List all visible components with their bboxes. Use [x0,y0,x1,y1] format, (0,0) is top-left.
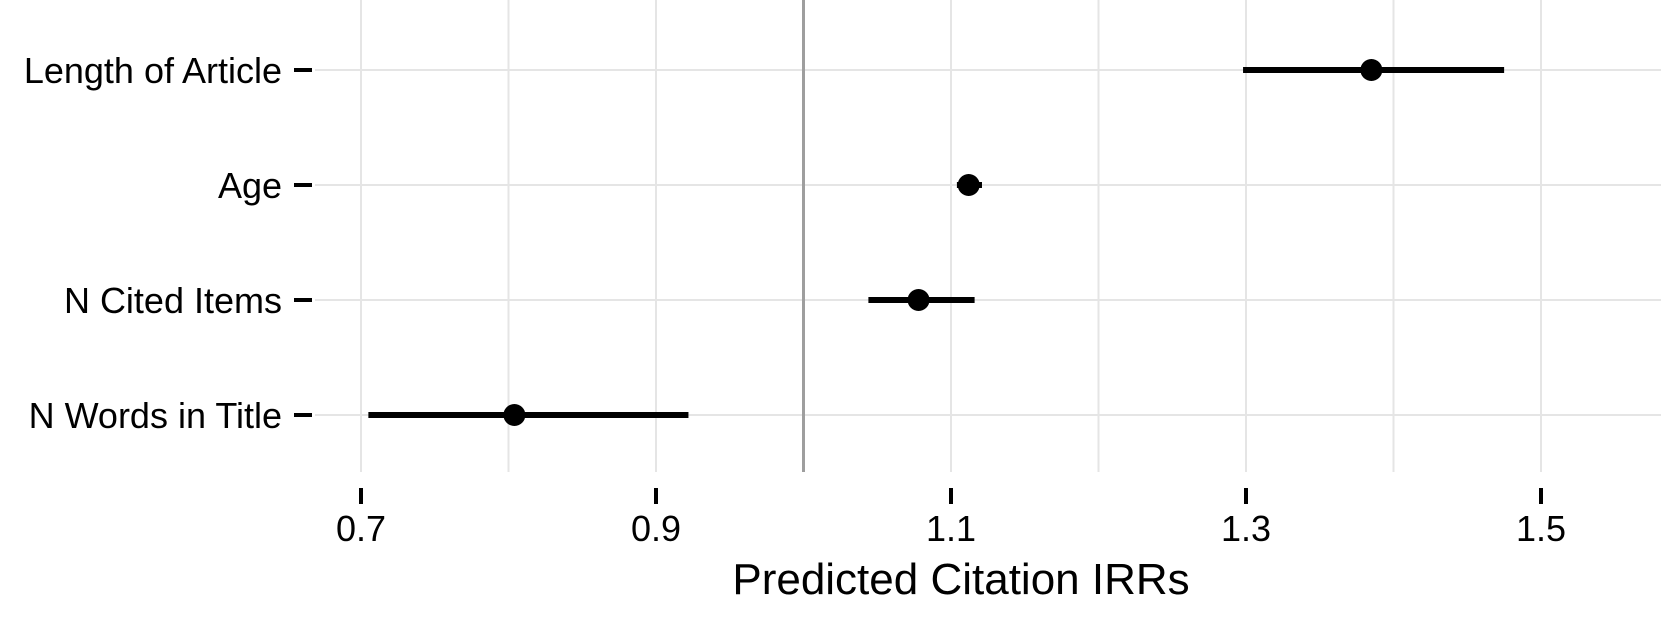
y-axis: Length of Article Age N Cited Items N Words… [24,50,312,436]
point-estimate [957,174,980,196]
x-tick-label: 0.7 [336,508,386,549]
y-tick-label: N Cited Items [64,280,282,321]
x-tick-label: 1.1 [926,508,976,549]
estimates [368,59,1505,426]
point-estimate [1360,59,1383,81]
point-estimate [503,404,526,426]
y-tick-label: Age [218,165,282,206]
x-tick-label: 0.9 [631,508,681,549]
x-tick-label: 1.5 [1516,508,1566,549]
x-tick-label: 1.3 [1221,508,1271,549]
y-tick-label: Length of Article [24,50,282,91]
x-axis: 0.7 0.9 1.1 1.3 1.5 [336,488,1566,549]
point-estimate [907,289,930,311]
x-axis-title: Predicted Citation IRRs [732,555,1189,604]
y-tick-label: N Words in Title [29,395,282,436]
